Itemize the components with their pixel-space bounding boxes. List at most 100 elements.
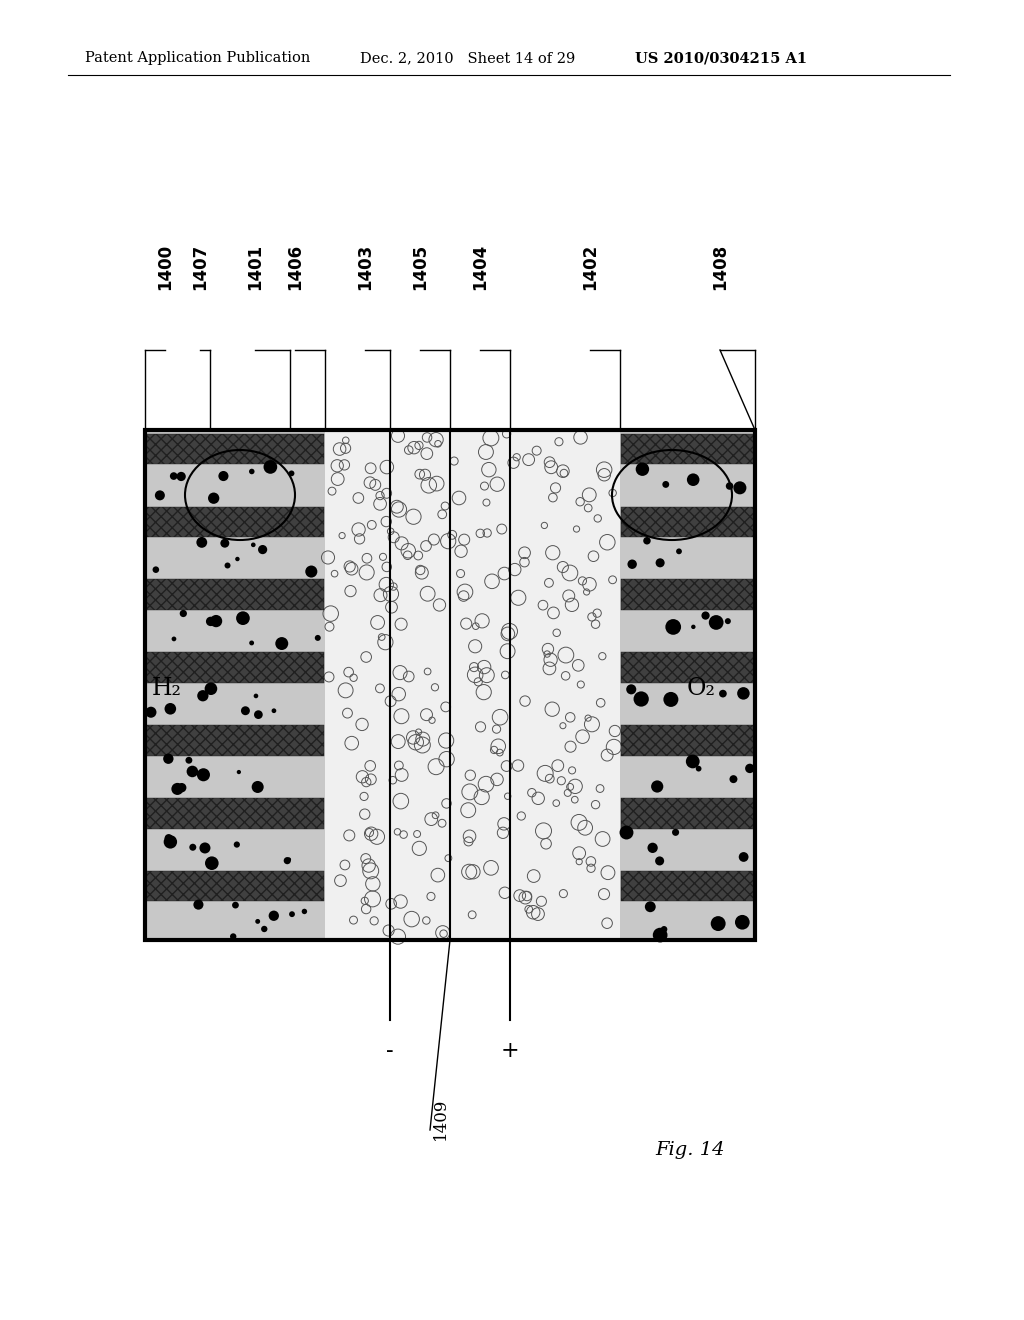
Circle shape (666, 619, 681, 635)
Circle shape (172, 636, 176, 642)
Bar (621, 434, 754, 465)
Circle shape (738, 853, 749, 862)
Bar (621, 434, 754, 465)
Circle shape (263, 461, 278, 474)
Bar (146, 579, 324, 610)
Circle shape (186, 766, 199, 777)
Text: 1400: 1400 (156, 244, 174, 290)
Circle shape (237, 770, 241, 774)
Circle shape (254, 710, 263, 719)
Circle shape (171, 783, 183, 795)
Text: +: + (501, 1040, 519, 1063)
Bar (621, 871, 754, 902)
Bar (621, 507, 754, 537)
Bar (621, 797, 754, 829)
Circle shape (691, 624, 695, 630)
Circle shape (284, 857, 291, 865)
Text: 1402: 1402 (581, 244, 599, 290)
Circle shape (241, 706, 250, 715)
Bar (146, 871, 324, 902)
Circle shape (634, 692, 649, 706)
Circle shape (302, 908, 307, 915)
Circle shape (305, 565, 317, 578)
Circle shape (254, 693, 258, 698)
Circle shape (249, 640, 254, 645)
Circle shape (218, 471, 228, 480)
Circle shape (729, 775, 737, 783)
Circle shape (177, 783, 186, 792)
Text: 1401: 1401 (246, 244, 264, 290)
Circle shape (643, 537, 650, 545)
Circle shape (676, 548, 682, 554)
Circle shape (205, 857, 219, 870)
Circle shape (289, 911, 295, 917)
Circle shape (189, 843, 197, 851)
Circle shape (711, 916, 726, 931)
Circle shape (165, 834, 173, 842)
Circle shape (733, 482, 746, 495)
Bar (146, 871, 324, 902)
Text: 1406: 1406 (286, 244, 304, 290)
Circle shape (745, 764, 755, 774)
Bar (621, 579, 754, 610)
Circle shape (651, 780, 664, 792)
Circle shape (664, 692, 678, 708)
Text: Fig. 14: Fig. 14 (655, 1140, 725, 1159)
Bar (621, 797, 754, 829)
Circle shape (194, 899, 204, 909)
Bar (145, 430, 755, 940)
Circle shape (645, 902, 655, 912)
Bar (146, 797, 324, 829)
Circle shape (655, 558, 665, 568)
Circle shape (268, 911, 279, 921)
Text: Patent Application Publication: Patent Application Publication (85, 51, 310, 65)
Bar (146, 797, 324, 829)
Circle shape (631, 562, 636, 566)
Circle shape (153, 566, 159, 573)
Circle shape (170, 473, 177, 480)
Circle shape (652, 928, 668, 942)
Circle shape (233, 841, 240, 847)
Circle shape (224, 562, 230, 569)
Circle shape (719, 690, 727, 697)
Circle shape (255, 919, 260, 924)
Bar (146, 725, 324, 755)
Bar (621, 652, 754, 682)
Bar (145, 430, 325, 940)
Bar (146, 434, 324, 465)
Bar (621, 725, 754, 755)
Circle shape (208, 492, 219, 504)
Circle shape (198, 690, 209, 701)
Circle shape (672, 829, 679, 836)
Circle shape (252, 781, 264, 793)
Circle shape (709, 615, 724, 630)
Bar (146, 507, 324, 537)
Circle shape (165, 704, 176, 714)
Circle shape (261, 925, 267, 932)
Circle shape (271, 709, 276, 713)
Bar (621, 507, 754, 537)
Circle shape (647, 842, 657, 853)
Circle shape (206, 616, 215, 626)
Circle shape (164, 836, 177, 849)
Text: 1404: 1404 (471, 244, 489, 290)
Circle shape (660, 927, 668, 933)
Circle shape (735, 915, 750, 929)
Circle shape (289, 470, 295, 477)
Text: US 2010/0304215 A1: US 2010/0304215 A1 (635, 51, 807, 65)
Circle shape (232, 902, 239, 908)
Circle shape (145, 706, 157, 718)
Bar (620, 430, 755, 940)
Circle shape (695, 766, 701, 771)
Bar (146, 507, 324, 537)
Bar (621, 652, 754, 682)
Circle shape (220, 539, 229, 548)
Circle shape (725, 618, 731, 624)
Circle shape (627, 684, 636, 694)
Bar (621, 579, 754, 610)
Circle shape (205, 682, 217, 696)
Circle shape (237, 611, 250, 624)
Circle shape (200, 842, 211, 854)
Circle shape (197, 537, 207, 548)
Circle shape (686, 755, 699, 768)
